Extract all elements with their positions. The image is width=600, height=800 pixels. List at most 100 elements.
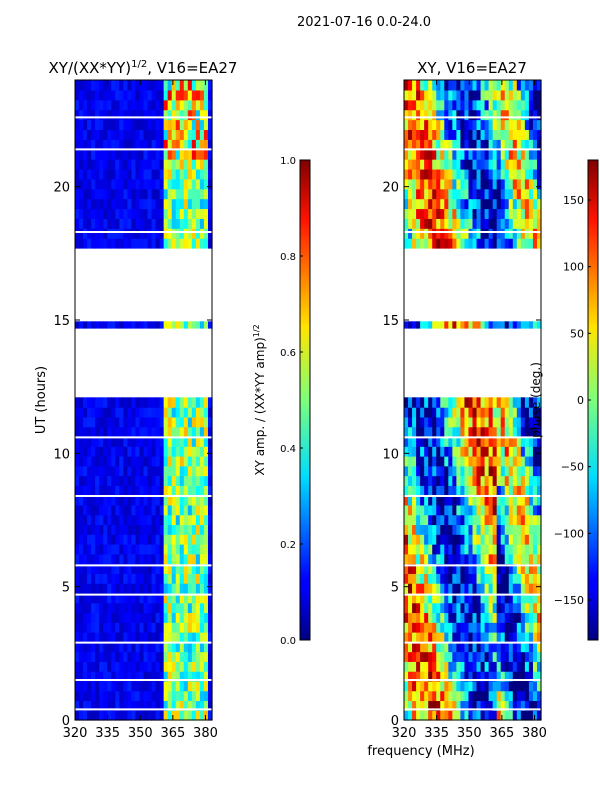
heatmap-cell	[404, 514, 409, 526]
heatmap-cell	[404, 602, 409, 614]
heatmap-cell	[468, 651, 474, 662]
heatmap-cell	[207, 149, 213, 160]
heatmap-cell	[159, 119, 165, 131]
heatmap-cell	[187, 416, 193, 428]
heatmap-cell	[83, 475, 88, 486]
heatmap-cell	[444, 524, 449, 535]
heatmap-cell	[500, 504, 506, 516]
heatmap-cell	[488, 612, 494, 623]
heatmap-cell	[91, 397, 96, 408]
heatmap-cell	[500, 139, 506, 150]
heatmap-cell	[512, 544, 518, 555]
heatmap-cell	[468, 641, 474, 653]
heatmap-cell	[107, 504, 112, 516]
heatmap-cell	[484, 436, 490, 447]
heatmap-cell	[139, 456, 145, 467]
heatmap-cell	[79, 700, 84, 711]
heatmap-cell	[147, 159, 153, 170]
heatmap-cell	[528, 632, 534, 643]
heatmap-cell	[199, 228, 205, 239]
heatmap-cell	[131, 168, 137, 180]
heatmap-cell	[203, 436, 209, 447]
heatmap-cell	[452, 80, 457, 91]
heatmap-cell	[532, 504, 538, 516]
heatmap-cell	[408, 149, 413, 160]
heatmap-cell	[480, 592, 486, 604]
y-tick-label: 20	[382, 181, 399, 196]
heatmap-cell	[480, 700, 486, 711]
heatmap-cell	[175, 109, 181, 121]
heatmap-cell	[163, 563, 169, 574]
heatmap-cell	[79, 710, 84, 721]
heatmap-cell	[119, 563, 124, 574]
heatmap-cell	[131, 641, 137, 653]
heatmap-cell	[131, 514, 137, 526]
heatmap-cell	[448, 544, 453, 555]
heatmap-cell	[452, 690, 457, 702]
heatmap-cell	[404, 238, 409, 249]
heatmap-cell	[115, 573, 120, 584]
heatmap-cell	[147, 228, 153, 239]
heatmap-cell	[460, 321, 466, 329]
heatmap-cell	[420, 99, 425, 111]
heatmap-cell	[203, 544, 209, 555]
heatmap-cell	[183, 661, 189, 672]
heatmap-cell	[171, 671, 177, 682]
heatmap-cell	[424, 573, 429, 584]
heatmap-cell	[528, 465, 534, 477]
heatmap-cell	[203, 534, 209, 545]
colorbar-tick-label: 0.2	[280, 540, 296, 551]
heatmap-cell	[199, 495, 205, 506]
heatmap-cell	[408, 465, 413, 477]
heatmap-cell	[472, 99, 478, 111]
heatmap-cell	[199, 168, 205, 180]
heatmap-cell	[496, 700, 502, 711]
heatmap-cell	[488, 583, 494, 594]
heatmap-cell	[488, 416, 494, 428]
heatmap-cell	[468, 89, 474, 101]
heatmap-cell	[123, 534, 128, 545]
heatmap-cell	[428, 109, 433, 121]
heatmap-cell	[87, 159, 92, 170]
heatmap-cell	[99, 573, 104, 584]
heatmap-cell	[155, 426, 161, 438]
heatmap-cell	[520, 680, 526, 692]
heatmap-cell	[416, 504, 421, 516]
heatmap-cell	[87, 168, 92, 180]
heatmap-cell	[131, 524, 137, 535]
heatmap-cell	[428, 592, 433, 604]
heatmap-cell	[139, 426, 145, 438]
heatmap-cell	[83, 416, 88, 428]
heatmap-cell	[496, 238, 502, 249]
heatmap-cell	[159, 397, 165, 408]
heatmap-cell	[504, 622, 510, 633]
heatmap-cell	[412, 690, 417, 702]
heatmap-cell	[468, 495, 474, 506]
heatmap-cell	[504, 80, 510, 91]
heatmap-cell	[151, 321, 157, 329]
heatmap-cell	[492, 436, 498, 447]
heatmap-cell	[412, 456, 417, 467]
heatmap-cell	[79, 188, 84, 200]
heatmap-cell	[115, 139, 120, 150]
heatmap-cell	[404, 553, 409, 565]
heatmap-cell	[512, 109, 518, 121]
heatmap-cell	[111, 485, 116, 496]
heatmap-cell	[191, 514, 197, 526]
heatmap-cell	[484, 534, 490, 545]
heatmap-cell	[472, 504, 478, 516]
heatmap-cell	[135, 553, 141, 565]
heatmap-cell	[508, 119, 514, 131]
heatmap-cell	[420, 602, 425, 614]
heatmap-cell	[464, 612, 470, 623]
heatmap-cell	[127, 592, 133, 604]
heatmap-cell	[111, 228, 116, 239]
heatmap-cell	[536, 632, 542, 643]
heatmap-cell	[496, 514, 502, 526]
heatmap-cell	[151, 544, 157, 555]
heatmap-cell	[147, 641, 153, 653]
heatmap-cell	[131, 407, 137, 418]
heatmap-cell	[183, 208, 189, 219]
heatmap-cell	[408, 178, 413, 190]
heatmap-cell	[111, 700, 116, 711]
